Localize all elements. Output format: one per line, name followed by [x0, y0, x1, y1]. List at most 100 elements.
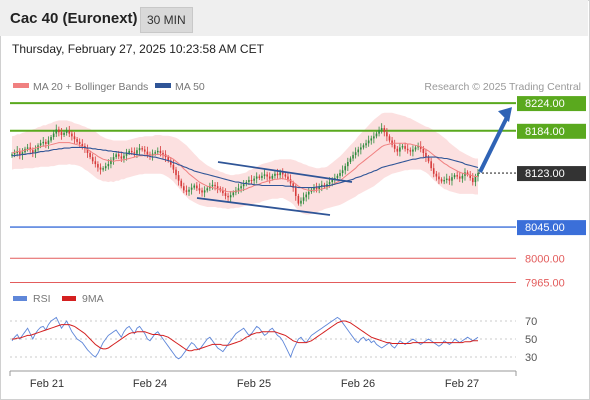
- candle-body: [229, 195, 232, 198]
- candle-body: [318, 186, 320, 189]
- candle-body: [344, 166, 347, 171]
- candle-body: [302, 197, 305, 201]
- candle-body: [21, 152, 24, 156]
- candle-body: [58, 129, 60, 133]
- candle-body: [250, 179, 253, 181]
- candle-body: [115, 154, 117, 158]
- ma20-legend-swatch: [13, 83, 29, 88]
- candle-body: [268, 176, 271, 179]
- candle-body: [417, 146, 419, 148]
- candle-body: [76, 139, 78, 142]
- legend: MA 20 + Bollinger Bands MA 50 Research ©…: [13, 81, 581, 305]
- candle-body: [271, 175, 274, 179]
- candle-body: [328, 182, 331, 185]
- candle-body: [373, 136, 375, 139]
- candle-body: [443, 179, 445, 182]
- rsi-tick-label: 30: [525, 352, 537, 364]
- candle-body: [154, 152, 156, 154]
- candle-body: [99, 167, 102, 170]
- candle-body: [214, 184, 216, 187]
- candle-body: [477, 173, 479, 177]
- x-tick-label: Feb 26: [341, 378, 375, 390]
- candle-body: [289, 179, 292, 184]
- candle-body: [300, 200, 302, 204]
- candle-body: [367, 140, 370, 144]
- level-label: 8045.00: [525, 222, 565, 234]
- candle-body: [26, 147, 29, 149]
- x-axis: Feb 21 Feb 24 Feb 25 Feb 26 Feb 27: [9, 370, 517, 390]
- candle-body: [94, 161, 97, 165]
- candle-body: [425, 152, 427, 158]
- level-label-box: [517, 220, 586, 236]
- candle-body: [320, 184, 323, 187]
- candle-body: [292, 183, 294, 188]
- candle-body: [141, 148, 143, 150]
- candle-body: [136, 150, 138, 154]
- candle-body: [112, 157, 115, 160]
- candle-body: [206, 188, 209, 191]
- candle-body: [352, 155, 354, 159]
- ma9-legend-label: 9MA: [82, 293, 104, 305]
- ma20-legend-label: MA 20 + Bollinger Bands: [33, 81, 148, 93]
- level-label-box: [517, 96, 586, 112]
- bollinger-band: [12, 112, 478, 215]
- candle-body: [451, 177, 453, 181]
- candle-body: [188, 189, 190, 192]
- candle-body: [354, 152, 357, 156]
- candle-body: [274, 173, 276, 176]
- candle-body: [419, 146, 422, 149]
- candle-body: [143, 149, 146, 152]
- candle-body: [71, 133, 73, 137]
- header-bar: Cac 40 (Euronext) 30 MIN: [0, 0, 588, 36]
- x-tick-label: Feb 25: [237, 378, 271, 390]
- price-plot: 8224.00 8184.00 8123.00 8045.00 8000.00 7965.…: [10, 96, 586, 290]
- candle-body: [32, 150, 34, 153]
- target-arrow-head: [498, 107, 512, 123]
- candle-body: [110, 159, 112, 165]
- ma20-line: [11, 142, 478, 193]
- candle-body: [406, 148, 409, 151]
- candle-body: [287, 176, 289, 180]
- candle-body: [65, 130, 68, 133]
- credit-text: Research © 2025 Trading Central: [424, 81, 581, 93]
- candle-body: [211, 184, 214, 187]
- candle-body: [383, 128, 386, 133]
- trendline-lower: [196, 197, 331, 216]
- candle-body: [89, 152, 91, 158]
- candle-body: [386, 132, 388, 137]
- candle-body: [133, 152, 136, 154]
- candle-body: [471, 177, 474, 183]
- candle-body: [279, 172, 281, 176]
- candle-body: [440, 179, 443, 182]
- x-tick-label: Feb 27: [445, 378, 479, 390]
- candle-body: [313, 187, 315, 190]
- rsi-ma9-line: [12, 320, 478, 352]
- ma9-legend-swatch: [62, 296, 76, 301]
- candle-body: [453, 175, 456, 178]
- interval-badge[interactable]: 30 MIN: [140, 7, 193, 33]
- candle-body: [399, 147, 401, 152]
- candle-body: [281, 172, 284, 175]
- candle-body: [448, 178, 451, 181]
- candle-body: [180, 180, 183, 187]
- rsi-line: [11, 316, 479, 360]
- candle-body: [128, 150, 130, 153]
- ma50-line: [12, 146, 479, 189]
- candle-body: [458, 176, 461, 179]
- candle-body: [224, 193, 227, 196]
- candle-body: [104, 166, 107, 169]
- candle-body: [86, 148, 89, 153]
- candle-body: [177, 175, 180, 181]
- candle-body: [117, 154, 120, 157]
- candle-body: [393, 144, 396, 149]
- candle-body: [331, 179, 334, 183]
- rsi-plot: 70 50 30: [10, 316, 537, 364]
- candle-body: [237, 188, 240, 191]
- candle-body: [378, 130, 380, 134]
- candle-body: [248, 179, 250, 183]
- candle-body: [347, 161, 349, 167]
- candle-body: [456, 175, 458, 177]
- x-tick-label: Feb 24: [133, 378, 167, 390]
- timestamp: Thursday, February 27, 2025 10:23:58 AM …: [12, 42, 264, 56]
- candle-body: [412, 149, 414, 152]
